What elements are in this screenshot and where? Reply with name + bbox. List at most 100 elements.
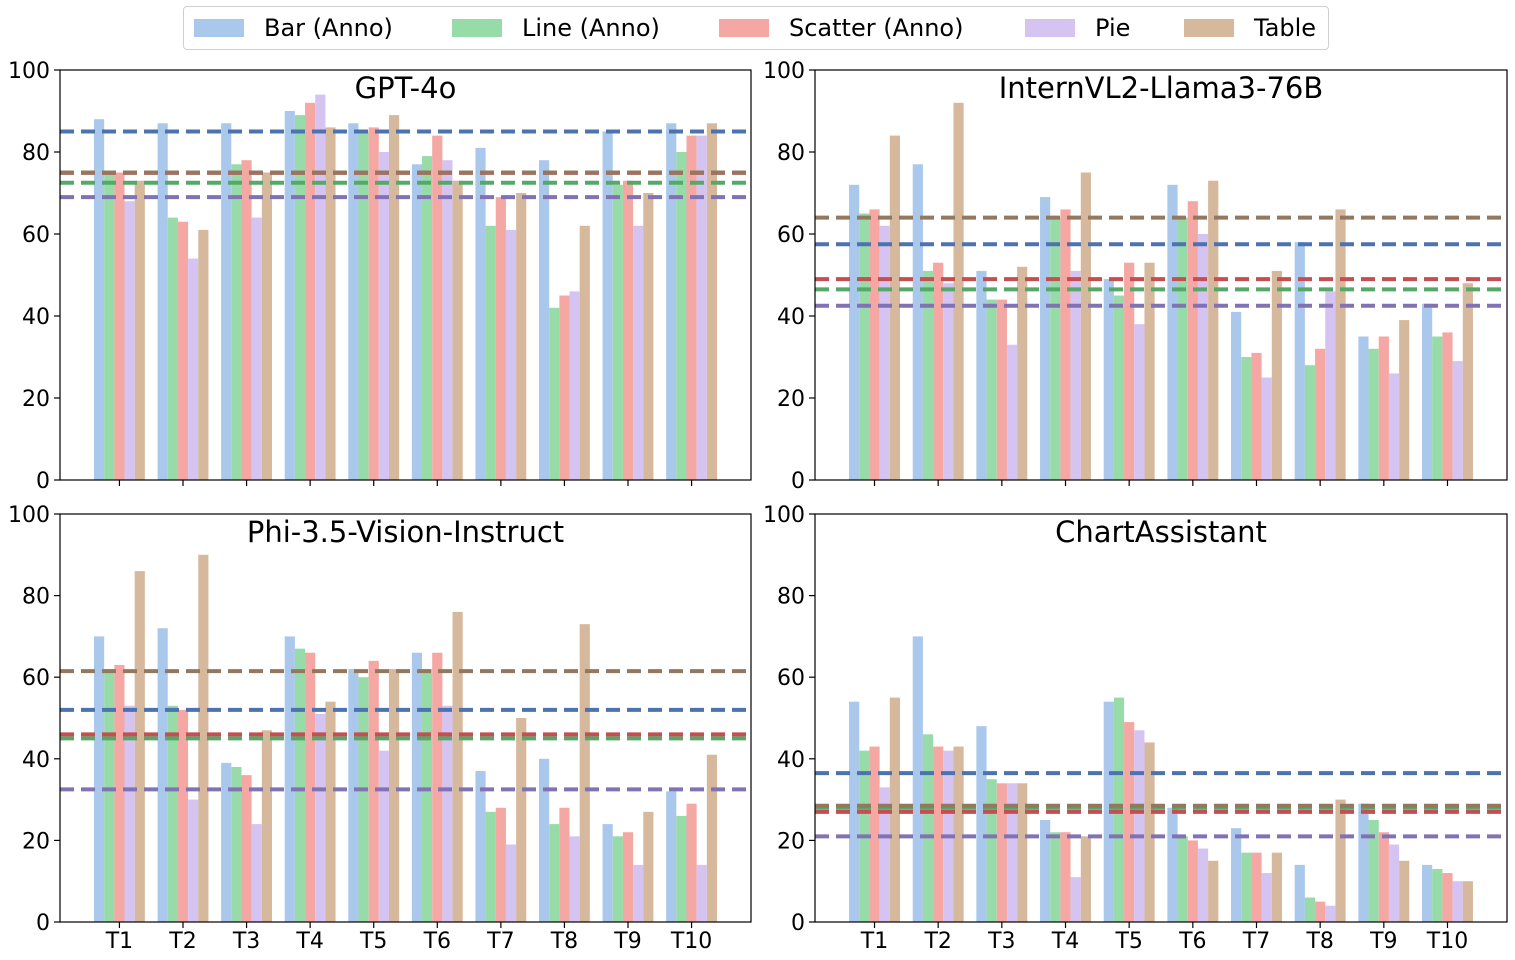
bar-pie-t10 [696, 864, 707, 922]
bar-line-t4 [294, 648, 306, 922]
bar-table-t7 [1271, 852, 1282, 922]
bar-table-t4 [1080, 836, 1091, 922]
bar-line-t5 [358, 677, 369, 922]
bar-bar-t2 [912, 164, 923, 481]
legend-item-pie: Pie [1025, 7, 1130, 49]
bar-table-t5 [1144, 742, 1155, 922]
bar-bar-t9 [1358, 803, 1369, 922]
bar-pie-t9 [633, 225, 644, 480]
bar-scatter-t4 [1060, 209, 1071, 480]
legend-label-line: Line (Anno) [522, 14, 660, 42]
x-tick-label: T8 [1305, 929, 1333, 954]
bar-table-t7 [516, 193, 527, 480]
bar-pie-t7 [1261, 377, 1272, 480]
bar-bar-t5 [1103, 701, 1114, 922]
bar-pie-t10 [1452, 881, 1463, 922]
bar-table-t10 [706, 754, 717, 922]
bar-line-t4 [1050, 217, 1061, 480]
bar-bar-t4 [284, 111, 295, 480]
bar-scatter-t2 [177, 221, 189, 480]
bar-line-t6 [1177, 217, 1188, 480]
bar-pie-t3 [1006, 344, 1018, 480]
bar-bar-t2 [157, 123, 168, 481]
legend-label-table: Table [1254, 14, 1317, 42]
bar-scatter-t8 [559, 295, 570, 480]
bar-bar-t6 [411, 164, 423, 481]
bar-table-t5 [388, 669, 400, 922]
bar-table-t7 [516, 718, 527, 922]
bar-scatter-t2 [933, 746, 944, 922]
bar-bar-t3 [221, 123, 232, 481]
bar-scatter-t3 [996, 783, 1007, 922]
bar-table-t8 [1335, 799, 1346, 922]
bar-bar-t9 [602, 131, 613, 480]
bar-bar-t10 [1422, 303, 1433, 480]
bar-bar-t5 [348, 669, 359, 922]
bar-line-t7 [1241, 357, 1252, 480]
bar-bar-t8 [539, 758, 550, 922]
bar-scatter-t3 [241, 775, 252, 922]
legend: Bar (Anno) Line (Anno) Scatter (Anno) Pi… [183, 6, 1329, 50]
bar-scatter-t7 [495, 807, 506, 922]
bar-scatter-t5 [1124, 262, 1135, 480]
bar-pie-t6 [1197, 234, 1209, 480]
bar-pie-t7 [505, 229, 517, 480]
bar-scatter-t8 [559, 807, 570, 922]
x-tick-label: T3 [987, 929, 1015, 954]
y-tick-label: 0 [36, 469, 50, 494]
bar-pie-t9 [633, 864, 644, 922]
bar-scatter-t10 [686, 135, 697, 480]
bar-scatter-t10 [686, 803, 697, 922]
bar-table-t6 [1208, 180, 1219, 480]
y-tick-label: 100 [8, 59, 50, 84]
y-tick-label: 40 [777, 305, 805, 330]
bar-table-t4 [1080, 172, 1091, 480]
legend-item-line: Line (Anno) [452, 7, 660, 49]
bar-bar-t3 [976, 726, 987, 922]
x-tick-label: T1 [105, 929, 133, 954]
bar-table-t2 [198, 229, 209, 480]
bar-line-t6 [422, 669, 433, 922]
bar-line-t5 [358, 131, 369, 480]
bar-line-t3 [231, 164, 242, 481]
bar-scatter-t5 [368, 127, 379, 481]
legend-label-bar: Bar (Anno) [264, 14, 393, 42]
y-tick-label: 60 [777, 666, 805, 691]
bar-scatter-t9 [1378, 336, 1389, 480]
y-tick-label: 100 [763, 59, 805, 84]
plot-frame [814, 513, 1508, 923]
x-tick-label: T6 [1178, 929, 1206, 954]
bar-bar-t6 [1167, 807, 1178, 922]
x-tick-label: T7 [486, 929, 514, 954]
bar-bar-t7 [1231, 828, 1242, 922]
y-tick-label: 60 [777, 223, 805, 248]
bar-bar-t8 [1294, 864, 1305, 922]
bar-scatter-t1 [114, 664, 125, 922]
y-tick-label: 80 [22, 585, 50, 610]
y-tick-label: 60 [22, 223, 50, 248]
bar-table-t9 [1399, 320, 1410, 480]
chart-panel-2: 0 20 40 60 80 100 InternVL2-Llama3-76B [763, 59, 1508, 494]
bar-pie-t6 [1197, 848, 1209, 922]
y-tick-label: 40 [777, 748, 805, 773]
bar-table-t10 [1462, 881, 1473, 922]
bar-line-t5 [1113, 295, 1125, 480]
bar-line-t6 [422, 156, 433, 480]
bar-pie-t5 [378, 750, 389, 922]
bar-pie-t9 [1388, 844, 1400, 922]
bar-table-t1 [134, 180, 145, 480]
bar-pie-t6 [442, 705, 453, 922]
x-tick-label: T4 [295, 929, 323, 954]
y-tick-label: 20 [777, 829, 805, 854]
bar-line-t4 [1050, 832, 1061, 922]
bar-line-t3 [986, 299, 997, 480]
bar-line-t2 [167, 217, 178, 480]
bar-line-t2 [922, 734, 934, 922]
bar-bar-t8 [539, 160, 550, 480]
bar-scatter-t1 [869, 746, 880, 922]
bar-line-t6 [1177, 836, 1188, 922]
bar-scatter-t5 [1124, 722, 1135, 922]
bar-bar-t5 [348, 123, 359, 481]
